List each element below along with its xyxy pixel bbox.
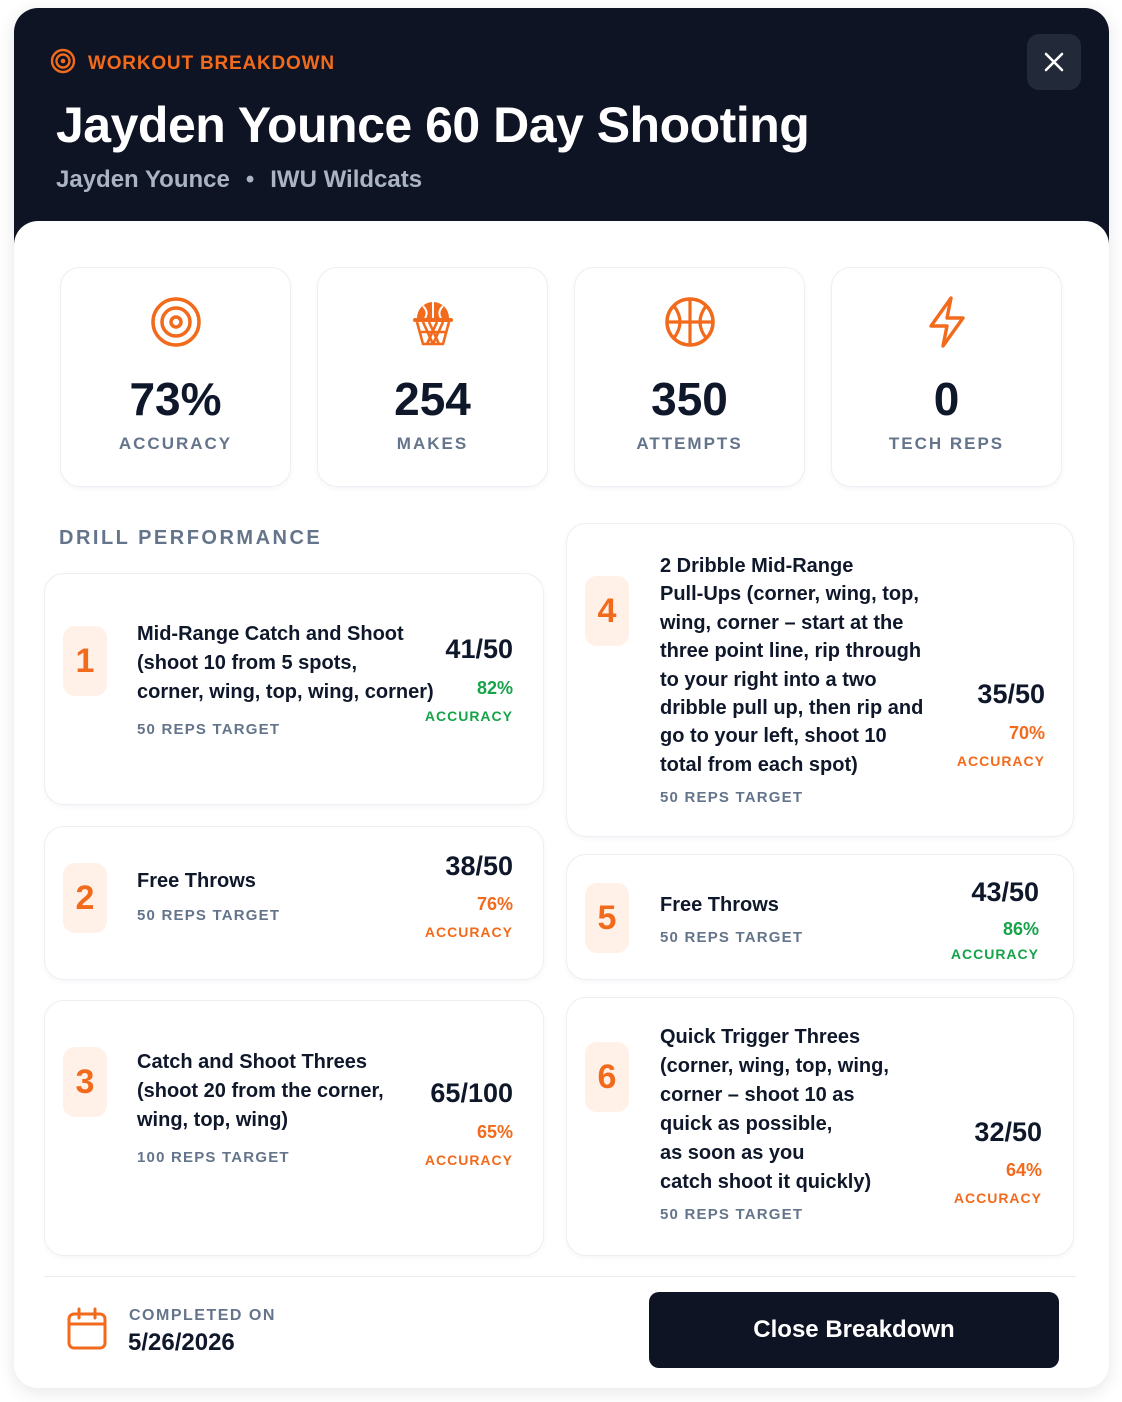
modal-header: WORKOUT BREAKDOWN Jayden Younce 60 Day S… — [14, 8, 1109, 258]
stat-value: 0 — [933, 373, 960, 425]
team-name: IWU Wildcats — [270, 166, 423, 193]
drill-target: 50 REPS TARGET — [137, 907, 281, 924]
drill-target: 100 REPS TARGET — [137, 1149, 290, 1166]
completed-date: 5/26/2026 — [128, 1329, 235, 1356]
player-name: Jayden Younce — [56, 166, 230, 193]
drill-percentage: 86% — [1002, 919, 1039, 939]
drill-score: 65/100 — [430, 1078, 513, 1108]
drill-score: 43/50 — [971, 877, 1039, 907]
stat-card-accuracy: 73% ACCURACY — [60, 267, 291, 487]
drill-card: 2 Free Throws 50 REPS TARGET 38/50 76% A… — [44, 826, 544, 980]
close-icon-button[interactable] — [1027, 34, 1081, 90]
target-icon — [50, 48, 76, 80]
drill-score: 35/50 — [977, 679, 1045, 709]
drill-card: 1 Mid-Range Catch and Shoot (shoot 10 fro… — [44, 573, 544, 805]
stat-card-makes: 254 MAKES — [317, 267, 548, 487]
drill-percentage: 65% — [476, 1122, 513, 1142]
drill-accuracy-label: ACCURACY — [424, 708, 513, 724]
stat-label: ACCURACY — [118, 434, 233, 453]
stat-value: 350 — [651, 373, 728, 425]
footer-divider — [44, 1276, 1076, 1277]
stat-value: 254 — [394, 373, 471, 425]
drill-accuracy-label: ACCURACY — [424, 1152, 513, 1168]
modal-body: 73% ACCURACY 254 MAKES 350 ATTEMPTS 0 TE… — [14, 221, 1109, 1388]
drill-name: Mid-Range Catch and Shoot (shoot 10 from … — [137, 623, 434, 703]
drill-target: 50 REPS TARGET — [137, 721, 281, 738]
drill-name: Free Throws — [660, 894, 779, 916]
calendar-icon — [67, 1307, 107, 1350]
completed-label: COMPLETED ON — [129, 1307, 276, 1324]
drill-accuracy-label: ACCURACY — [953, 1190, 1042, 1206]
drill-target: 50 REPS TARGET — [660, 929, 804, 946]
drill-number: 4 — [585, 576, 629, 646]
drill-target: 50 REPS TARGET — [660, 789, 804, 806]
target-icon — [150, 297, 201, 347]
drill-number: 1 — [63, 626, 107, 696]
eyebrow: WORKOUT BREAKDOWN — [50, 48, 335, 80]
drill-card: 3 Catch and Shoot Threes (shoot 20 from t… — [44, 1000, 544, 1256]
drill-percentage: 70% — [1008, 723, 1045, 743]
drill-card: 5 Free Throws 50 REPS TARGET 43/50 86% A… — [566, 854, 1074, 980]
drill-score: 38/50 — [445, 851, 513, 881]
drill-name: 2 Dribble Mid-Range Pull-Ups (corner, win… — [660, 555, 924, 776]
basketball-icon — [664, 297, 715, 347]
stat-value: 73% — [129, 373, 222, 425]
drill-number: 5 — [585, 883, 629, 953]
close-icon — [1044, 52, 1064, 72]
drill-card: 4 2 Dribble Mid-Range Pull-Ups (corner, w… — [566, 523, 1074, 837]
stat-label: MAKES — [396, 434, 469, 453]
drill-name: Free Throws — [137, 870, 256, 892]
drill-percentage: 76% — [476, 894, 513, 914]
basketball-hoop-icon — [412, 302, 453, 346]
stat-label: TECH REPS — [888, 434, 1005, 453]
stat-card-tech-reps: 0 TECH REPS — [831, 267, 1062, 487]
drill-accuracy-label: ACCURACY — [956, 753, 1045, 769]
drill-number: 3 — [63, 1047, 107, 1117]
stat-label: ATTEMPTS — [636, 434, 743, 453]
stat-card-attempts: 350 ATTEMPTS — [574, 267, 805, 487]
drill-card: 6 Quick Trigger Threes (corner, wing, top… — [566, 997, 1074, 1256]
drill-percentage: 82% — [476, 678, 513, 698]
page-title: Jayden Younce 60 Day Shooting — [56, 97, 810, 153]
drill-score: 32/50 — [974, 1117, 1042, 1147]
drill-percentage: 64% — [1005, 1160, 1042, 1180]
drill-number: 2 — [63, 863, 107, 933]
drill-accuracy-label: ACCURACY — [950, 946, 1039, 962]
workout-breakdown-modal: WORKOUT BREAKDOWN Jayden Younce 60 Day S… — [14, 8, 1109, 1388]
subtitle: Jayden Younce • IWU Wildcats — [56, 166, 422, 194]
section-label: DRILL PERFORMANCE — [59, 527, 323, 549]
drill-accuracy-label: ACCURACY — [424, 924, 513, 940]
drill-number: 6 — [585, 1042, 629, 1112]
drill-target: 50 REPS TARGET — [660, 1206, 804, 1223]
lightning-icon — [928, 296, 965, 348]
drill-name: Catch and Shoot Threes (shoot 20 from the… — [137, 1051, 384, 1131]
separator-dot: • — [245, 166, 255, 193]
drill-score: 41/50 — [445, 634, 513, 664]
drill-name: Quick Trigger Threes (corner, wing, top, … — [660, 1026, 889, 1193]
close-breakdown-button[interactable]: Close Breakdown — [649, 1292, 1059, 1368]
eyebrow-label: WORKOUT BREAKDOWN — [88, 53, 335, 74]
